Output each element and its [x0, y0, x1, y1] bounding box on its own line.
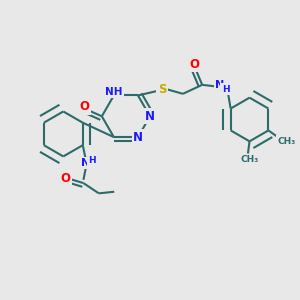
Text: H: H: [88, 156, 96, 165]
Text: CH₃: CH₃: [278, 136, 296, 146]
Text: N: N: [81, 158, 91, 168]
Text: O: O: [60, 172, 70, 185]
Text: N: N: [133, 130, 143, 144]
Text: CH₃: CH₃: [240, 155, 259, 164]
Text: O: O: [79, 100, 89, 113]
Text: H: H: [222, 85, 230, 94]
Text: N: N: [145, 110, 155, 123]
Text: NH: NH: [105, 87, 123, 97]
Text: O: O: [189, 58, 199, 71]
Text: N: N: [215, 80, 224, 90]
Text: S: S: [158, 82, 166, 95]
